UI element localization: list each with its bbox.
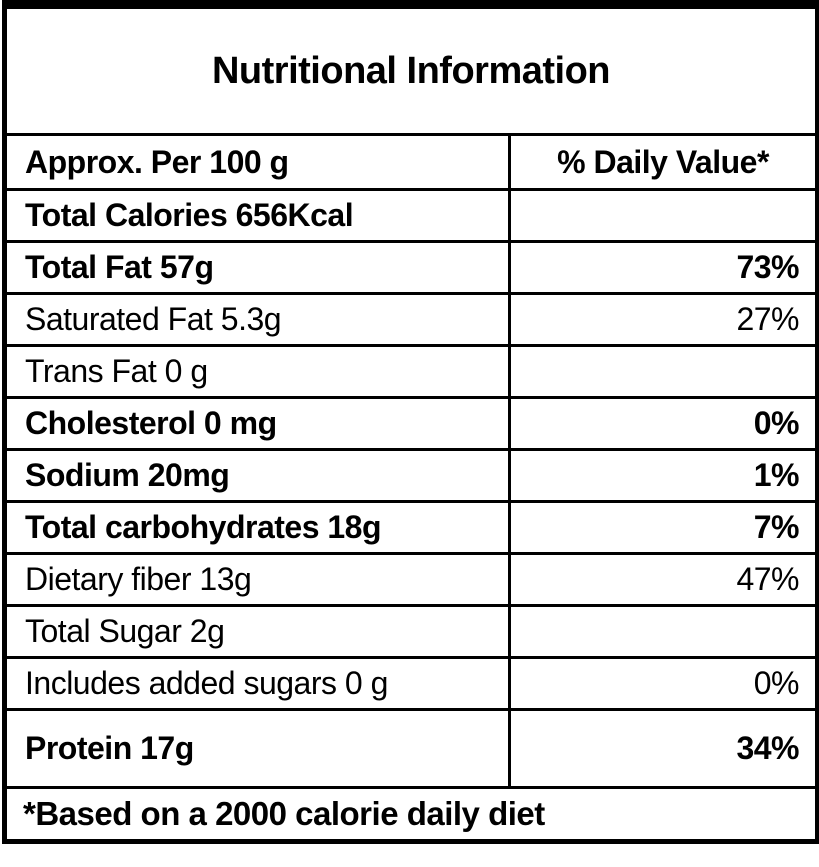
nutrient-daily-value: [508, 344, 819, 399]
nutrient-daily-value: 1%: [508, 448, 819, 503]
table-row: Total Sugar 2g: [3, 604, 819, 659]
nutrient-name: Protein 17g: [3, 708, 511, 789]
nutrition-label: Nutritional Information Approx. Per 100 …: [2, 0, 819, 844]
nutrient-daily-value: [508, 604, 819, 659]
nutrient-daily-value: 0%: [508, 396, 819, 451]
nutrient-daily-value: [508, 188, 819, 243]
table-row: Dietary fiber 13g 47%: [3, 552, 819, 607]
nutrient-name: Total Sugar 2g: [3, 604, 511, 659]
table-row: Protein 17g 34%: [3, 708, 819, 789]
nutrient-name: Saturated Fat 5.3g: [3, 292, 511, 347]
table-row: Saturated Fat 5.3g 27%: [3, 292, 819, 347]
nutrition-table: Nutritional Information Approx. Per 100 …: [2, 0, 819, 844]
nutrient-name: Total carbohydrates 18g: [3, 500, 511, 555]
table-row: Trans Fat 0 g: [3, 344, 819, 399]
table-row: Includes added sugars 0 g 0%: [3, 656, 819, 711]
nutrient-name: Cholesterol 0 mg: [3, 396, 511, 451]
table-row: Total carbohydrates 18g 7%: [3, 500, 819, 555]
table-row: Total Fat 57g 73%: [3, 240, 819, 295]
nutrient-name: Total Calories 656Kcal: [3, 188, 511, 243]
nutrient-name: Includes added sugars 0 g: [3, 656, 511, 711]
table-row: Total Calories 656Kcal: [3, 188, 819, 243]
nutrient-daily-value: 73%: [508, 240, 819, 295]
nutrient-daily-value: 34%: [508, 708, 819, 789]
nutrient-name: Dietary fiber 13g: [3, 552, 511, 607]
nutrient-daily-value: 27%: [508, 292, 819, 347]
page-title: Nutritional Information: [3, 3, 819, 136]
table-row: Sodium 20mg 1%: [3, 448, 819, 503]
column-header-serving: Approx. Per 100 g: [3, 133, 511, 191]
nutrient-daily-value: 47%: [508, 552, 819, 607]
nutrient-daily-value: 7%: [508, 500, 819, 555]
footnote-row: *Based on a 2000 calorie daily diet: [3, 786, 819, 843]
nutrient-name: Total Fat 57g: [3, 240, 511, 295]
table-row: Cholesterol 0 mg 0%: [3, 396, 819, 451]
nutrient-name: Sodium 20mg: [3, 448, 511, 503]
footnote: *Based on a 2000 calorie daily diet: [3, 786, 819, 843]
nutrient-name: Trans Fat 0 g: [3, 344, 511, 399]
title-row: Nutritional Information: [3, 3, 819, 136]
table-header-row: Approx. Per 100 g % Daily Value*: [3, 133, 819, 191]
nutrient-daily-value: 0%: [508, 656, 819, 711]
column-header-daily-value: % Daily Value*: [508, 133, 819, 191]
